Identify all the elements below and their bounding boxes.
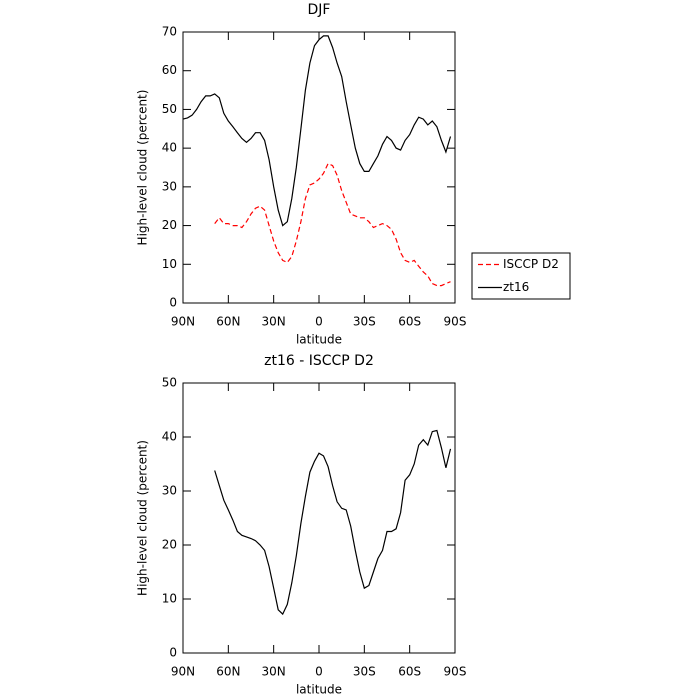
- x-tick-label: 0: [315, 665, 323, 679]
- y-tick-label: 50: [162, 376, 177, 390]
- legend-label: ISCCP D2: [503, 257, 559, 271]
- x-axis-label: latitude: [296, 333, 342, 347]
- legend-label: zt16: [503, 280, 529, 294]
- x-tick-label: 0: [315, 315, 323, 329]
- x-tick-label: 30N: [262, 315, 286, 329]
- data-line: [214, 162, 451, 287]
- y-tick-label: 0: [169, 646, 177, 660]
- x-tick-label: 90N: [171, 665, 195, 679]
- y-tick-label: 50: [162, 102, 177, 116]
- chart-title: DJF: [308, 2, 331, 18]
- x-tick-label: 30N: [262, 665, 286, 679]
- legend-box: [471, 252, 571, 300]
- y-tick-label: 30: [162, 484, 177, 498]
- y-tick-label: 40: [162, 141, 177, 155]
- x-tick-label: 30S: [353, 665, 376, 679]
- x-tick-label: 90S: [444, 315, 467, 329]
- x-axis-label: latitude: [296, 683, 342, 697]
- x-tick-label: 60N: [216, 315, 240, 329]
- x-tick-label: 90N: [171, 315, 195, 329]
- y-tick-label: 40: [162, 430, 177, 444]
- y-tick-label: 10: [162, 592, 177, 606]
- x-tick-label: 60N: [216, 665, 240, 679]
- y-axis-label: High-level cloud (percent): [136, 440, 150, 596]
- data-line: [214, 429, 452, 616]
- y-tick-label: 70: [162, 25, 177, 39]
- data-line: [182, 35, 452, 227]
- y-tick-label: 60: [162, 63, 177, 77]
- x-tick-label: 60S: [398, 315, 421, 329]
- chart-title: zt16 - ISCCP D2: [264, 353, 374, 369]
- x-tick-label: 30S: [353, 315, 376, 329]
- y-tick-label: 20: [162, 218, 177, 232]
- y-tick-label: 0: [169, 296, 177, 310]
- y-tick-label: 30: [162, 179, 177, 193]
- y-tick-label: 10: [162, 257, 177, 271]
- plot-frame: [182, 382, 456, 654]
- y-axis-label: High-level cloud (percent): [136, 90, 150, 246]
- plot-frame: [182, 31, 456, 304]
- x-tick-label: 60S: [398, 665, 421, 679]
- x-tick-label: 90S: [444, 665, 467, 679]
- y-tick-label: 20: [162, 538, 177, 552]
